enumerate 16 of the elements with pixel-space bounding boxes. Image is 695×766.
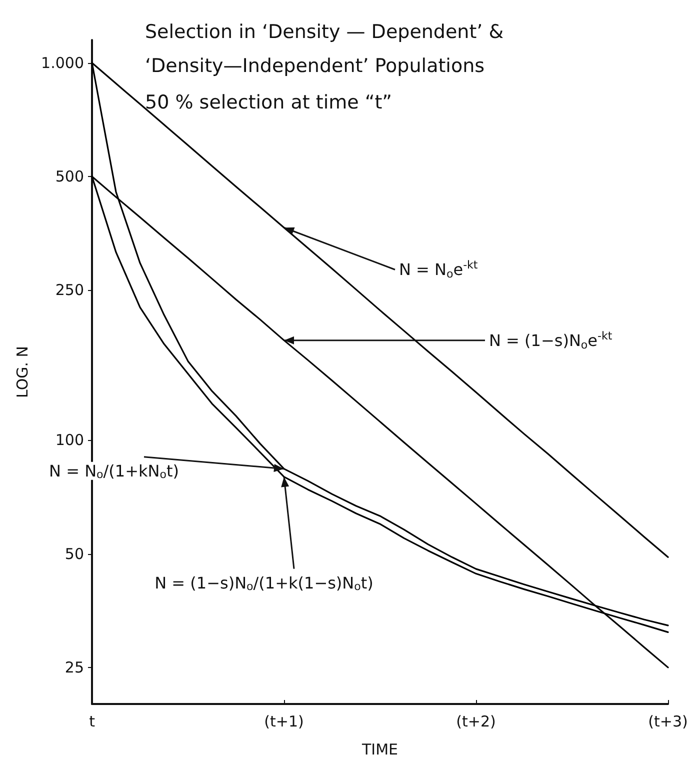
y-tick-label: 500 — [55, 167, 84, 186]
y-tick-label: 25 — [64, 658, 84, 676]
annotation: N = (1−s)No/(1+k(1−s)Not) — [154, 573, 374, 593]
text: 50 % selection at time “t” — [145, 92, 392, 114]
y-tick-label: 1.000 — [41, 54, 84, 72]
y-tick-label: 50 — [64, 544, 84, 563]
x-tick-label: (t+2) — [456, 712, 496, 730]
y-tick-label: 100 — [55, 431, 84, 450]
x-tick-label: (t+3) — [648, 712, 688, 730]
y-tick-label: 250 — [55, 281, 84, 300]
x-tick-label: t — [89, 712, 96, 730]
chart-title: Selection in ‘Density — Dependent’ & ‘Density—Independent’ Populations — [145, 21, 510, 77]
x-tick-label: (t+1) — [264, 712, 304, 730]
x-axis-title: TIME — [360, 740, 398, 758]
annotation: N = No/(1+kNot) — [49, 461, 179, 481]
y-axis-title: LOG. N — [14, 346, 32, 398]
